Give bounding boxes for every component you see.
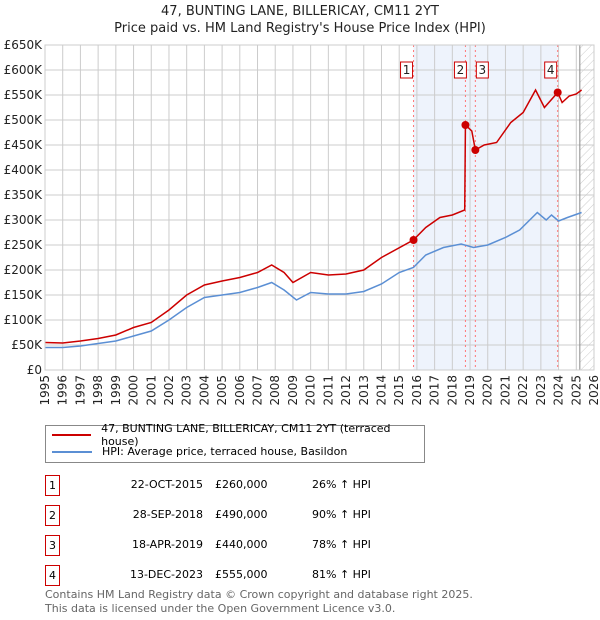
sale-badge-number: 2	[457, 63, 465, 77]
sale-badge-number: 1	[403, 63, 411, 77]
x-tick-label: 1997	[73, 375, 87, 406]
sale-badge	[475, 61, 489, 79]
sale-price: £260,000	[215, 478, 268, 491]
price-chart: 1995 1996 1997 1998 1999 2000 2001 2002 2003 2004…	[4, 38, 600, 406]
footer: Contains HM Land Registry data © Crown c…	[45, 588, 473, 616]
x-tick-label: 2026	[587, 375, 600, 406]
footer-line1: Contains HM Land Registry data © Crown c…	[45, 588, 473, 601]
sale-date: 28-SEP-2018	[132, 508, 203, 521]
sale-row: 4 13-DEC-2023 £555,000 81% ↑ HPI	[45, 565, 445, 586]
sale-price: £490,000	[215, 508, 268, 521]
legend-property: 47, BUNTING LANE, BILLERICAY, CM11 2YT (…	[101, 421, 391, 448]
y-tick-label: £150K	[4, 288, 44, 302]
sale-hpi: 81% ↑ HPI	[312, 568, 371, 581]
sale-point	[409, 236, 418, 244]
x-tick-label: 2020	[481, 375, 495, 406]
x-tick-label: 2010	[304, 375, 318, 406]
chart-subtitle: Price paid vs. HM Land Registry's House …	[114, 21, 486, 36]
sale-badge-number: 4	[547, 63, 555, 77]
sale-badge	[544, 61, 558, 79]
x-tick-label: 2016	[410, 375, 424, 406]
y-tick-label: £450K	[4, 138, 44, 152]
y-tick-label: £550K	[4, 88, 44, 102]
x-tick-label: 2005	[215, 375, 229, 406]
y-tick-label: £400K	[4, 163, 44, 177]
x-tick-label: 1995	[38, 375, 52, 406]
x-tick-label: 2024	[552, 375, 566, 406]
x-tick-label: 1998	[91, 375, 105, 406]
x-tick-label: 1999	[109, 375, 123, 406]
x-tick-label: 2023	[534, 375, 548, 406]
sale-date: 18-APR-2019	[131, 538, 203, 551]
x-tick-label: 2008	[268, 375, 282, 406]
sale-number: 1	[45, 475, 60, 496]
x-tick-label: 2002	[162, 375, 176, 406]
sale-price: £555,000	[215, 568, 268, 581]
legend: 47, BUNTING LANE, BILLERICAY, CM11 2YT (…	[45, 421, 425, 463]
sale-point	[553, 88, 562, 97]
legend-red-line	[52, 433, 92, 436]
ownership-shading	[413, 45, 558, 370]
x-tick-label: 2001	[144, 375, 158, 406]
y-tick-label: £100K	[4, 313, 44, 327]
sale-number: 3	[45, 535, 60, 556]
x-tick-label: 2012	[339, 375, 353, 406]
footer-line2: This data is licensed under the Open Gov…	[45, 602, 396, 615]
sale-hpi: 26% ↑ HPI	[312, 478, 371, 491]
plot-border	[44, 44, 595, 371]
x-tick-label: 2017	[428, 375, 442, 406]
x-tick-label: 2011	[321, 375, 335, 406]
legend-blue-line	[52, 450, 92, 453]
y-tick-label: £300K	[4, 213, 44, 227]
y-tick-label: £350K	[4, 188, 44, 202]
y-tick-label: £0	[27, 363, 42, 377]
y-tick-label: £50K	[11, 338, 43, 352]
x-tick-label: 2022	[516, 375, 530, 406]
y-tick-label: £650K	[4, 38, 44, 52]
x-tick-label: 2025	[569, 375, 583, 406]
x-tick-label: 2004	[197, 375, 211, 406]
sale-date: 22-OCT-2015	[130, 478, 203, 491]
x-tick-label: 2009	[286, 375, 300, 406]
chart-title: 47, BUNTING LANE, BILLERICAY, CM11 2YT	[161, 4, 439, 19]
series-line	[45, 211, 582, 349]
x-tick-label: 1996	[56, 375, 70, 406]
y-tick-label: £600K	[4, 63, 44, 77]
x-tick-label: 2003	[180, 375, 194, 406]
y-tick-label: £500K	[4, 113, 44, 127]
sale-number: 2	[45, 505, 60, 526]
sale-badge-number: 3	[479, 63, 487, 77]
series-line	[44, 88, 583, 344]
sale-date: 13-DEC-2023	[129, 568, 203, 581]
x-tick-label: 2007	[251, 375, 265, 406]
sale-row: 2 28-SEP-2018 £490,000 90% ↑ HPI	[45, 505, 445, 526]
x-tick-label: 2018	[445, 375, 459, 406]
sale-number: 4	[45, 565, 60, 586]
sale-badge	[453, 61, 467, 79]
sale-hpi: 78% ↑ HPI	[312, 538, 371, 551]
x-tick-label: 2014	[374, 375, 388, 406]
legend-hpi: HPI: Average price, terraced house, Basi…	[102, 445, 348, 458]
sale-point	[461, 121, 470, 129]
sale-row: 1 22-OCT-2015 £260,000 26% ↑ HPI	[45, 475, 445, 496]
y-tick-label: £250K	[4, 238, 44, 252]
forecast-hatch	[579, 45, 594, 370]
x-tick-label: 2015	[392, 375, 406, 406]
sale-row: 3 18-APR-2019 £440,000 78% ↑ HPI	[45, 535, 445, 556]
sale-hpi: 90% ↑ HPI	[312, 508, 371, 521]
sale-badge	[400, 61, 414, 79]
x-tick-label: 2006	[233, 375, 247, 406]
sale-point	[471, 146, 480, 154]
x-tick-label: 2019	[463, 375, 477, 406]
sale-price: £440,000	[215, 538, 268, 551]
x-tick-label: 2021	[498, 375, 512, 406]
y-tick-label: £200K	[4, 263, 44, 277]
x-tick-label: 2013	[357, 375, 371, 406]
x-tick-label: 2000	[127, 375, 141, 406]
